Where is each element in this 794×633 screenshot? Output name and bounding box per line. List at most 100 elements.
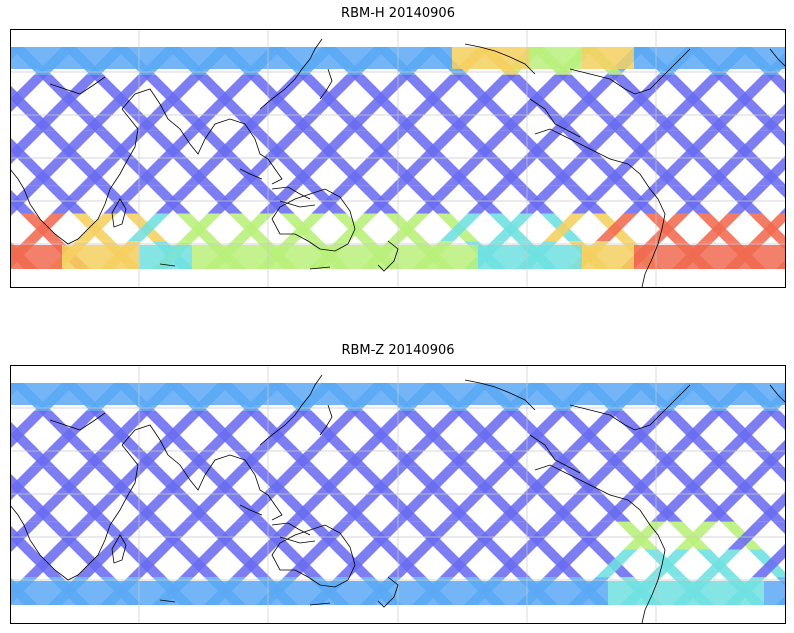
coastline-path xyxy=(464,43,536,75)
swath-segment xyxy=(169,438,212,467)
south-band-cell xyxy=(322,581,348,605)
swath-segment xyxy=(391,494,433,522)
coastlines xyxy=(10,374,786,624)
swath-segment xyxy=(325,102,368,131)
swath-segment xyxy=(405,466,447,494)
swath-segment xyxy=(585,438,628,467)
swath-segment xyxy=(27,158,69,186)
south-band-cell xyxy=(62,245,88,269)
south-band-cell xyxy=(140,581,166,605)
swath-segment xyxy=(75,213,118,242)
south-band-cell xyxy=(114,245,140,269)
swath-segment xyxy=(103,185,146,214)
north-band-cell xyxy=(686,47,712,69)
south-band-cell xyxy=(218,581,244,605)
map-frame-border xyxy=(10,29,786,288)
swath-segment xyxy=(595,213,638,242)
north-band-cell xyxy=(348,47,374,69)
north-band-cell xyxy=(582,383,608,405)
swath-segment xyxy=(505,410,548,439)
swath-segment xyxy=(485,494,527,522)
north-band-cell xyxy=(556,383,582,405)
south-band-cell xyxy=(270,245,296,269)
coastline-path xyxy=(377,240,399,272)
north-band-cell xyxy=(738,383,764,405)
swath-segment xyxy=(623,185,666,214)
swath-segment xyxy=(765,410,786,431)
swath-segment xyxy=(505,74,548,103)
north-band-cell xyxy=(88,47,114,69)
south-band-cell xyxy=(88,245,114,269)
swath-segment xyxy=(127,213,170,242)
swath-segment xyxy=(41,466,83,494)
north-band-cell xyxy=(426,47,452,69)
south-band-cell xyxy=(348,581,374,605)
swath-segment xyxy=(693,494,735,522)
south-band-cell xyxy=(88,581,114,605)
swath-segment xyxy=(339,158,381,186)
north-band-cell xyxy=(244,47,270,69)
swath-segment xyxy=(533,438,576,467)
coastline-path xyxy=(159,599,176,603)
swath-segment xyxy=(10,521,42,550)
coastline-path xyxy=(159,263,176,267)
swath-segment xyxy=(599,158,641,186)
south-band-cell xyxy=(660,245,686,269)
swath-segment xyxy=(717,466,759,494)
north-band-cell xyxy=(218,383,244,405)
swath-segment xyxy=(231,213,274,242)
swath-segment xyxy=(93,130,135,158)
coastline-path xyxy=(377,576,399,608)
coastline-path xyxy=(319,404,333,436)
swath-segment xyxy=(689,438,732,467)
north-band-cell xyxy=(504,47,530,69)
swath-segment xyxy=(381,494,423,522)
north-band-cell xyxy=(634,47,660,69)
coastline-path xyxy=(10,444,139,581)
swath-segment xyxy=(117,438,160,467)
north-band-cell xyxy=(244,383,270,405)
south-band-cell xyxy=(36,581,62,605)
coastline-path xyxy=(319,68,333,100)
swath-segment xyxy=(377,438,420,467)
swath-segment xyxy=(10,473,31,494)
swath-segment xyxy=(755,158,786,186)
north-band-cell xyxy=(556,47,582,69)
swath-segment xyxy=(481,438,524,467)
swath-segment xyxy=(117,102,160,131)
swath-segment xyxy=(273,438,316,467)
swath-segment xyxy=(467,185,510,214)
swath-segment xyxy=(699,213,742,242)
swath-segment xyxy=(353,130,395,158)
swath-segment xyxy=(301,130,343,158)
south-band-cell xyxy=(712,581,738,605)
coastline-path xyxy=(239,168,263,180)
swath-segment xyxy=(543,213,586,242)
coastline-path xyxy=(111,534,127,564)
swath-segment xyxy=(647,213,690,242)
coastline-path xyxy=(271,524,356,588)
south-band-cell xyxy=(270,581,296,605)
coastline-path xyxy=(239,504,263,516)
swath-segment xyxy=(453,74,496,103)
swath-segment xyxy=(537,494,579,522)
swath-segment xyxy=(145,466,187,494)
swath-segment xyxy=(443,494,485,522)
swath-segment xyxy=(519,185,562,214)
map-top-svg xyxy=(10,29,786,288)
swath-segment xyxy=(717,130,759,158)
swath-segment xyxy=(329,158,371,186)
swath-segment xyxy=(259,521,302,550)
swath-segment xyxy=(89,410,132,439)
swath-segment xyxy=(169,102,212,131)
swath-segment xyxy=(329,494,371,522)
swath-segment xyxy=(533,102,576,131)
swath-segment xyxy=(727,521,770,550)
swath-segment xyxy=(89,74,132,103)
coastline-path xyxy=(259,38,323,110)
swath-segment xyxy=(585,102,628,131)
swath-segment xyxy=(37,74,80,103)
north-band-cell xyxy=(712,383,738,405)
south-band-cell xyxy=(400,581,426,605)
south-band-cell xyxy=(582,581,608,605)
